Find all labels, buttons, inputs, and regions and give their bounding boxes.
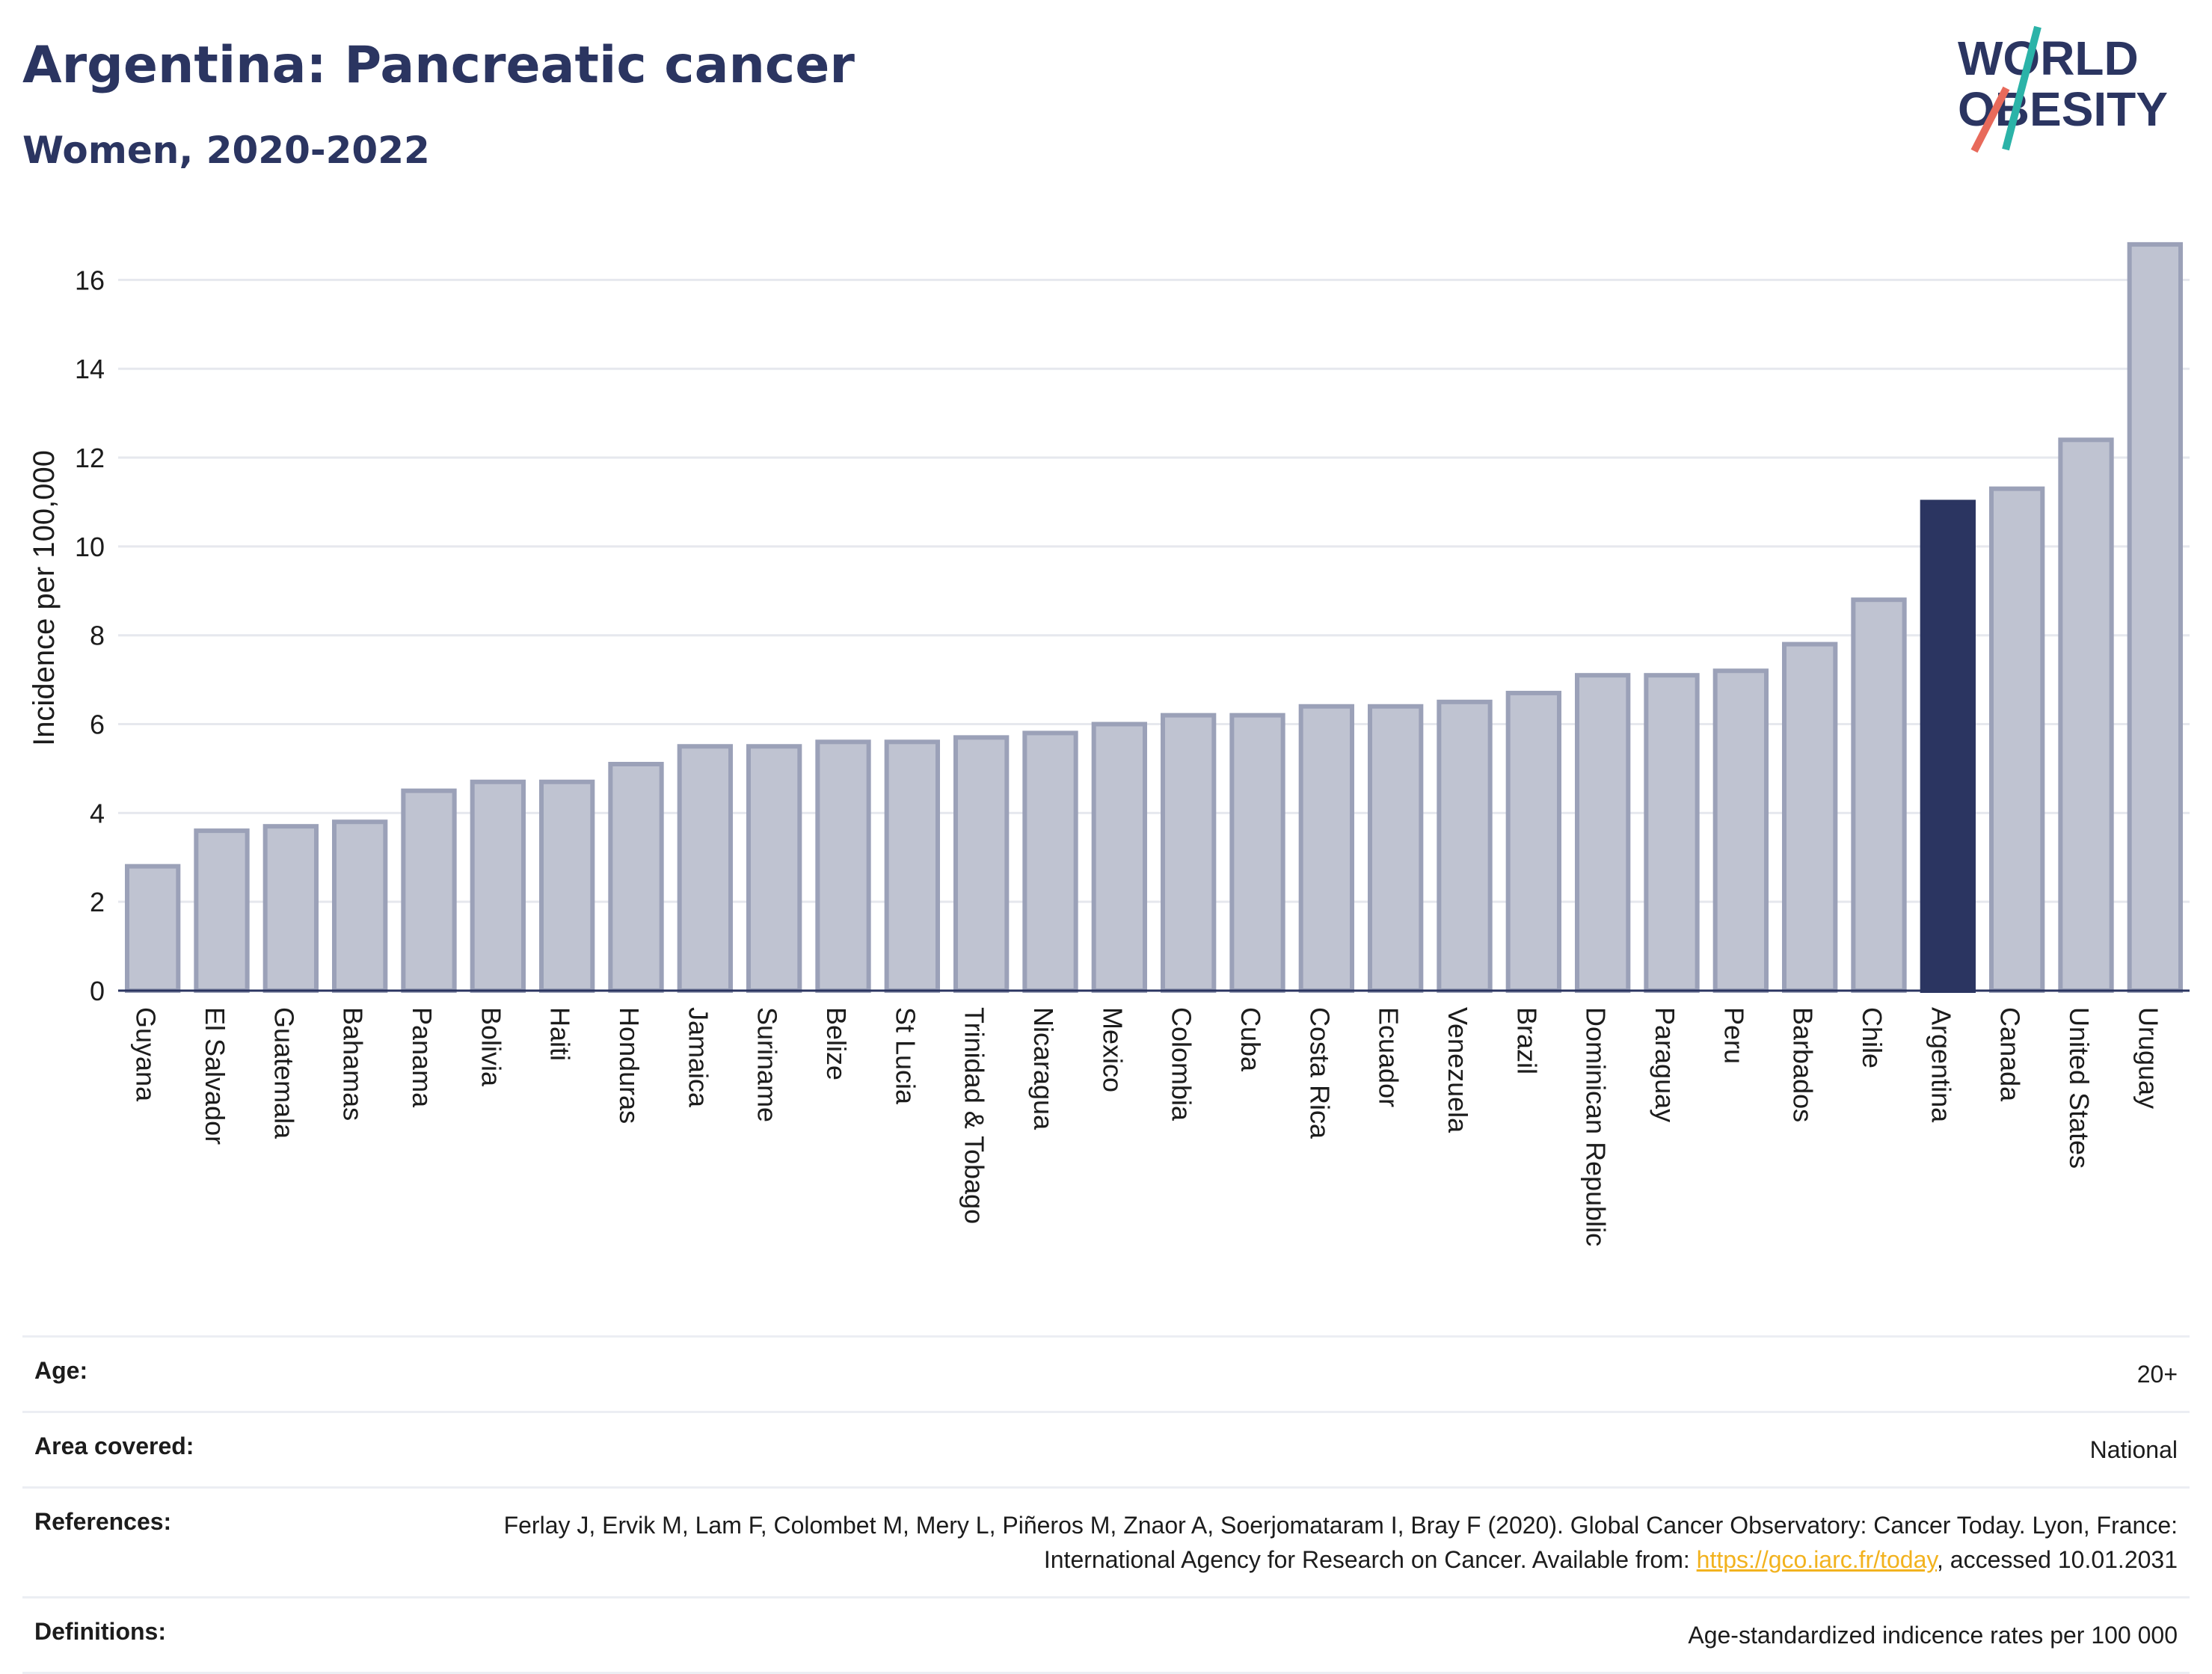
bar	[332, 819, 388, 993]
x-tick-label: Bahamas	[338, 1007, 369, 1121]
x-tick-label: Guatemala	[268, 1007, 299, 1139]
bar	[1575, 673, 1631, 993]
x-tick-label: Guyana	[131, 1007, 162, 1102]
bar	[1091, 721, 1147, 993]
x-tick-label: Colombia	[1167, 1007, 1197, 1121]
bar	[262, 824, 319, 993]
x-tick-label: Argentina	[1926, 1007, 1956, 1123]
x-tick-label: Costa Rica	[1304, 1007, 1335, 1139]
x-tick-label: Brazil	[1511, 1007, 1542, 1074]
y-tick-label: 16	[75, 265, 105, 295]
bar	[1229, 713, 1285, 993]
bar	[401, 788, 457, 993]
bar	[608, 762, 664, 993]
bar	[2127, 241, 2183, 994]
bar	[1022, 730, 1078, 993]
bar	[539, 779, 595, 993]
bar	[1644, 673, 1700, 993]
y-tick-label: 10	[75, 532, 105, 562]
y-tick-label: 2	[90, 887, 105, 917]
bar	[2058, 437, 2114, 993]
bar	[194, 828, 250, 994]
bar	[815, 739, 871, 993]
x-tick-label: Cuba	[1235, 1007, 1266, 1072]
x-tick-label: United States	[2064, 1007, 2095, 1169]
x-tick-label: Paraguay	[1650, 1007, 1680, 1122]
x-tick-label: Venezuela	[1443, 1007, 1473, 1133]
bar	[1712, 668, 1769, 993]
metadata-table: Age: 20+ Area covered: National Referenc…	[22, 1335, 2190, 1674]
meta-references-label: References:	[34, 1508, 172, 1535]
logo-line1: WORLD	[1958, 31, 2139, 85]
meta-row-definitions: Definitions: Age-standardized indicence …	[22, 1596, 2190, 1674]
x-tick-label: Nicaragua	[1028, 1007, 1059, 1130]
bar	[746, 744, 802, 993]
x-tick-label: Ecuador	[1374, 1007, 1404, 1107]
x-tick-labels: Guyana El Salvador Guatemala Bahamas Panama B…	[131, 1007, 2164, 1246]
y-tick-label: 12	[75, 443, 105, 473]
x-tick-label: Jamaica	[683, 1007, 713, 1108]
bar	[1505, 690, 1561, 993]
x-tick-label: Barbados	[1788, 1007, 1819, 1122]
y-tick-labels: 0 2 4 6 8 10 12 14 16	[75, 265, 105, 1006]
y-tick-label: 0	[90, 976, 105, 1006]
references-suffix: , accessed 10.01.2031	[1936, 1546, 2178, 1573]
meta-age-value: 20+	[2136, 1361, 2178, 1388]
x-tick-label: Panama	[407, 1007, 437, 1108]
y-tick-label: 4	[90, 798, 105, 828]
x-tick-label: Haiti	[545, 1007, 576, 1061]
gridlines	[118, 278, 2190, 903]
x-tick-label: Chile	[1857, 1007, 1887, 1068]
chart-subtitle: Women, 2020-2022	[22, 129, 430, 172]
x-tick-label: Uruguay	[2133, 1007, 2163, 1109]
x-tick-label: Peru	[1718, 1007, 1749, 1064]
meta-definitions-value: Age-standardized indicence rates per 100…	[1688, 1622, 2178, 1649]
bar	[470, 779, 526, 993]
meta-row-references: References: Ferlay J, Ervik M, Lam F, Co…	[22, 1486, 2190, 1596]
x-tick-label: El Salvador	[200, 1007, 230, 1145]
y-tick-label: 8	[90, 621, 105, 651]
references-text: Ferlay J, Ervik M, Lam F, Colombet M, Me…	[503, 1512, 2178, 1573]
bar	[1368, 704, 1424, 993]
meta-row-age: Age: 20+	[22, 1335, 2190, 1411]
x-tick-label: Belize	[821, 1007, 852, 1080]
bars	[125, 241, 2183, 994]
bar-chart: 0 2 4 6 8 10 12 14 16 Guyana El Salvador Guatemala…	[28, 241, 2190, 1246]
meta-references-value: Ferlay J, Ervik M, Lam F, Colombet M, Me…	[495, 1508, 2178, 1577]
bar	[884, 739, 940, 993]
meta-age-label: Age:	[34, 1357, 88, 1384]
bar	[953, 735, 1010, 994]
chart-title: Argentina: Pancreatic cancer	[22, 36, 855, 95]
bar-highlight	[1920, 499, 1976, 993]
meta-area-value: National	[2089, 1436, 2178, 1463]
x-tick-label: Trinidad & Tobago	[959, 1007, 990, 1224]
bar	[677, 744, 733, 993]
bar	[1989, 486, 2045, 994]
meta-definitions-label: Definitions:	[34, 1618, 166, 1645]
logo-slash-teal	[2002, 25, 2042, 151]
x-tick-label: Canada	[1995, 1007, 2026, 1102]
bar	[1851, 597, 1907, 993]
meta-area-label: Area covered:	[34, 1433, 194, 1459]
logo-slash-coral	[1970, 86, 2010, 153]
bar	[1161, 713, 1217, 993]
references-link[interactable]: https://gco.iarc.fr/today	[1696, 1546, 1937, 1573]
bar	[1298, 704, 1354, 993]
x-tick-label: Honduras	[614, 1007, 645, 1124]
world-obesity-logo: WORLD OBESITY	[1958, 25, 2168, 153]
y-tick-label: 6	[90, 710, 105, 740]
y-tick-label: 14	[75, 354, 105, 384]
bar	[1782, 641, 1838, 994]
bar	[1437, 699, 1493, 994]
x-tick-label: Mexico	[1097, 1007, 1128, 1092]
y-axis-label: Incidence per 100,000	[28, 450, 61, 746]
x-tick-label: Dominican Republic	[1581, 1007, 1612, 1246]
x-tick-label: Bolivia	[476, 1007, 506, 1087]
bar	[125, 864, 181, 993]
x-tick-label: St Lucia	[890, 1007, 921, 1105]
meta-row-area: Area covered: National	[22, 1411, 2190, 1486]
x-tick-label: Suriname	[752, 1007, 783, 1122]
